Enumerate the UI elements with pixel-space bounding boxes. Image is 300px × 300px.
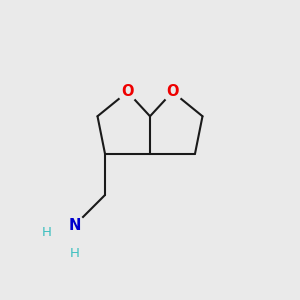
- Ellipse shape: [117, 82, 138, 102]
- Text: H: H: [42, 226, 52, 239]
- Ellipse shape: [65, 215, 85, 235]
- Text: O: O: [166, 84, 179, 99]
- Ellipse shape: [162, 82, 183, 102]
- Text: O: O: [121, 84, 134, 99]
- Text: H: H: [70, 247, 80, 260]
- Ellipse shape: [67, 245, 83, 262]
- Text: N: N: [69, 218, 81, 232]
- Ellipse shape: [38, 224, 55, 241]
